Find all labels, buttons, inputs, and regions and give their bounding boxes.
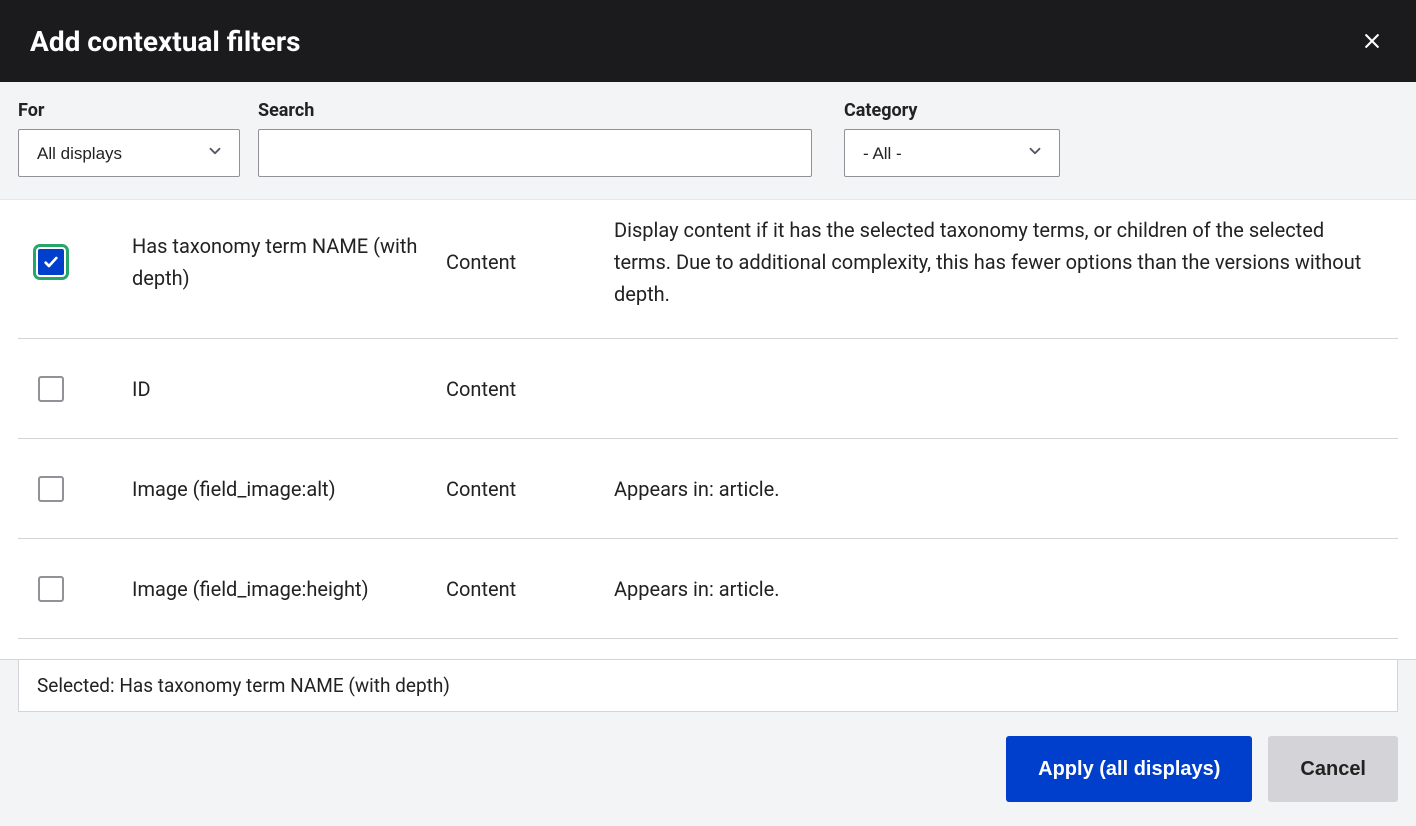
row-checkbox[interactable]: [38, 376, 64, 402]
selected-summary: Selected: Has taxonomy term NAME (with d…: [18, 659, 1398, 712]
checkbox-cell: [18, 576, 132, 602]
row-category: Content: [446, 377, 614, 401]
row-title: ID: [132, 373, 446, 405]
table-row: Image (field_image:alt)ContentAppears in…: [18, 439, 1398, 539]
search-input[interactable]: [258, 129, 812, 177]
for-label: For: [18, 100, 240, 121]
row-checkbox[interactable]: [38, 476, 64, 502]
close-icon[interactable]: [1358, 27, 1386, 55]
table-row: ImageContentAppears in: article.: [18, 639, 1398, 660]
checkbox-cell: [18, 476, 132, 502]
selected-prefix: Selected:: [37, 674, 119, 697]
row-description: Display content if it has the selected t…: [614, 214, 1398, 310]
row-category: Content: [446, 577, 614, 601]
row-description: Appears in: article.: [614, 573, 1398, 605]
checkbox-cell: [18, 249, 132, 275]
row-category: Content: [446, 477, 614, 501]
search-label: Search: [258, 100, 812, 121]
table-row: Has taxonomy term NAME (with depth)Conte…: [18, 200, 1398, 339]
checkbox-cell: [18, 376, 132, 402]
row-checkbox[interactable]: [38, 249, 64, 275]
filter-bar: For All displays Search Category - All -: [0, 82, 1416, 200]
row-checkbox[interactable]: [38, 576, 64, 602]
table-row: Image (field_image:height)ContentAppears…: [18, 539, 1398, 639]
apply-button[interactable]: Apply (all displays): [1006, 736, 1252, 802]
dialog-header: Add contextual filters: [0, 0, 1416, 82]
search-filter-group: Search: [258, 100, 812, 177]
row-title: Image (field_image:height): [132, 573, 446, 605]
row-title: Image (field_image:alt): [132, 473, 446, 505]
category-filter-group: Category - All -: [844, 100, 1060, 177]
category-select-wrap: - All -: [844, 129, 1060, 177]
filters-table[interactable]: Has taxonomy term NAME (with depth)Conte…: [0, 200, 1416, 660]
row-description: Appears in: article.: [614, 473, 1398, 505]
category-select[interactable]: - All -: [844, 129, 1060, 177]
table-row: IDContent: [18, 339, 1398, 439]
cancel-button[interactable]: Cancel: [1268, 736, 1398, 802]
for-select[interactable]: All displays: [18, 129, 240, 177]
selected-text: Has taxonomy term NAME (with depth): [119, 674, 450, 697]
for-filter-group: For All displays: [18, 100, 240, 177]
row-title: Has taxonomy term NAME (with depth): [132, 230, 446, 294]
dialog-footer: Apply (all displays) Cancel: [0, 712, 1416, 826]
category-label: Category: [844, 100, 1060, 121]
dialog-title: Add contextual filters: [30, 25, 300, 58]
for-select-wrap: All displays: [18, 129, 240, 177]
row-category: Content: [446, 250, 614, 274]
